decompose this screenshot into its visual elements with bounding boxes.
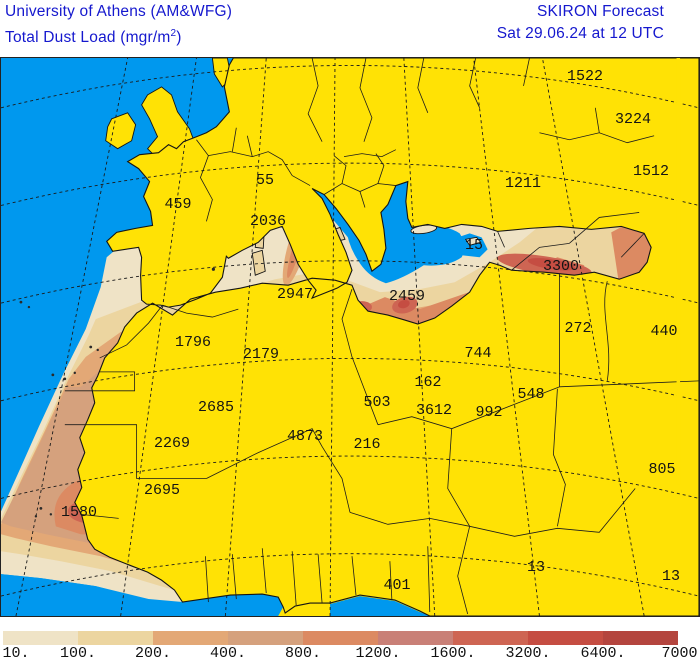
colorbar-segment xyxy=(528,631,603,645)
small-islands-layer xyxy=(19,267,215,518)
colorbar-tick: 1200. xyxy=(355,645,401,662)
colorbar-tick: 3200. xyxy=(505,645,551,662)
header: University of Athens (AM&WFG) Total Dust… xyxy=(0,0,700,57)
colorbar-tick: 100. xyxy=(59,645,97,662)
map-svg xyxy=(1,58,699,616)
colorbar-segment xyxy=(228,631,303,645)
atlantic-south xyxy=(1,574,284,616)
forecast-map xyxy=(0,57,700,617)
borders-layer xyxy=(64,58,699,615)
colorbar-tick: 800. xyxy=(284,645,322,662)
ireland xyxy=(105,112,137,150)
domain-edge-stripe xyxy=(676,58,681,485)
colorbar-tick: 400. xyxy=(209,645,247,662)
colorbar-segment xyxy=(603,631,678,645)
product-title: Total Dust Load (mgr/m2) xyxy=(5,28,182,47)
colorbar-tick: 6400. xyxy=(580,645,626,662)
colorbar xyxy=(3,631,678,645)
cyprus xyxy=(464,236,482,246)
gulf-of-guinea xyxy=(330,596,430,616)
colorbar-segment xyxy=(153,631,228,645)
colorbar-segment xyxy=(3,631,78,645)
institution-title: University of Athens (AM&WFG) xyxy=(5,3,233,20)
colorbar-segment xyxy=(303,631,378,645)
colorbar-ticks: 10. 100. 200. 400. 800. 1200. 1600. 3200. 6400. 7… xyxy=(0,645,700,662)
valid-time: Sat 29.06.24 at 12 UTC xyxy=(496,25,664,42)
colorbar-segment xyxy=(78,631,153,645)
colorbar-tick: 1600. xyxy=(430,645,476,662)
colorbar-segment xyxy=(378,631,453,645)
colorbar-tick: 10. xyxy=(2,645,30,662)
model-name: SKIRON Forecast xyxy=(536,3,664,20)
superscript-2: 2 xyxy=(170,28,177,39)
sardinia xyxy=(251,249,266,276)
colorbar-tick: 200. xyxy=(134,645,172,662)
colorbar-tick: 7000. xyxy=(661,645,700,662)
colorbar-segment xyxy=(453,631,528,645)
graticule-layer xyxy=(1,58,699,616)
